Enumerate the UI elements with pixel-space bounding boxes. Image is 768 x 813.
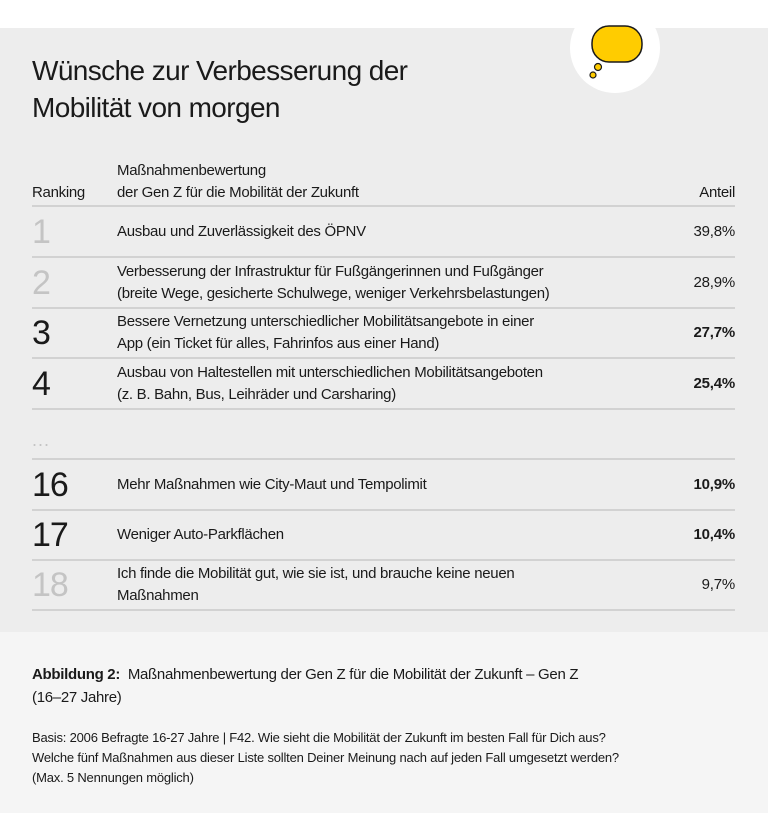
share-value: 39,8%: [693, 223, 735, 240]
caption-text2: (16–27 Jahre): [32, 689, 122, 706]
measure-lines: Ich finde die Mobilität gut, wie sie ist…: [117, 563, 515, 607]
share-value: 10,4%: [693, 526, 735, 543]
measure-line: (breite Wege, gesicherte Schulwege, weni…: [117, 285, 550, 302]
rank-number: 3: [32, 314, 51, 352]
table-row: 16 Mehr Maßnahmen wie City-Maut und Tempo…: [32, 460, 735, 510]
rule-header: [32, 205, 735, 207]
header-ranking: Ranking: [32, 184, 85, 201]
caption-label: Abbildung 2:: [32, 666, 121, 683]
measure-line: (z. B. Bahn, Bus, Leihräder und Carshari…: [117, 386, 396, 403]
measure-lines: Bessere Vernetzung unterschiedlicher Mob…: [117, 311, 534, 355]
measure-text: Ausbau und Zuverlässigkeit des ÖPNV: [117, 207, 677, 257]
share-value: 28,9%: [693, 274, 735, 291]
header-share: Anteil: [699, 184, 735, 201]
measure-line: Ausbau und Zuverlässigkeit des ÖPNV: [117, 223, 366, 240]
measure-line: Mehr Maßnahmen wie City-Maut und Tempoli…: [117, 476, 427, 493]
rank-number: 1: [32, 213, 51, 251]
thought-bubble-icon: [589, 25, 643, 79]
row-divider: [32, 256, 735, 258]
measure-line: Bessere Vernetzung unterschiedlicher Mob…: [117, 313, 534, 330]
rank-number: 18: [32, 566, 69, 604]
table-row: 4 Ausbau von Haltestellen mit unterschied…: [32, 359, 735, 409]
ellipsis: ...: [32, 430, 51, 450]
measure-lines: Ausbau von Haltestellen mit unterschiedl…: [117, 362, 543, 406]
measure-text: Mehr Maßnahmen wie City-Maut und Tempoli…: [117, 460, 677, 510]
figure-panel: [0, 28, 768, 632]
rank-number: 4: [32, 365, 51, 403]
basis-note: Basis: 2006 Befragte 16-27 Jahre | F42. …: [32, 730, 619, 785]
measure-line: Maßnahmen: [117, 587, 199, 604]
measure-text: Ich finde die Mobilität gut, wie sie ist…: [117, 560, 677, 610]
rank-number: 16: [32, 466, 69, 504]
row-divider: [32, 609, 735, 611]
measure-line: Ausbau von Haltestellen mit unterschiedl…: [117, 364, 543, 381]
row-divider: [32, 408, 735, 410]
measure-text: Weniger Auto-Parkflächen: [117, 510, 677, 560]
rank-number: 2: [32, 264, 51, 302]
measure-line: Verbesserung der Infrastruktur für Fußgä…: [117, 263, 544, 280]
share-value: 10,9%: [693, 476, 735, 493]
table-row: 17 Weniger Auto-Parkflächen 10,4%: [32, 510, 735, 560]
measure-line: App (ein Ticket für alles, Fahrinfos aus…: [117, 335, 440, 352]
share-value: 25,4%: [693, 375, 735, 392]
caption-text: Maßnahmenbewertung der Gen Z für die Mob…: [127, 666, 579, 683]
measure-lines: Mehr Maßnahmen wie City-Maut und Tempoli…: [117, 474, 427, 496]
measure-lines: Weniger Auto-Parkflächen: [117, 524, 284, 546]
share-value: 27,7%: [693, 324, 735, 341]
row-divider: [32, 357, 735, 359]
table-row: 3 Bessere Vernetzung unterschiedlicher Mo…: [32, 308, 735, 358]
table-row: 18 Ich finde die Mobilität gut, wie sie i…: [32, 560, 735, 610]
icon-badge: [570, 3, 660, 93]
measure-line: Ich finde die Mobilität gut, wie sie ist…: [117, 565, 515, 582]
figure-caption: Abbildung 2: Maßnahmenbewertung der Gen …: [32, 663, 732, 709]
measure-line: Weniger Auto-Parkflächen: [117, 526, 284, 543]
header-measure: Maßnahmenbewertung der Gen Z für die Mob…: [117, 162, 359, 201]
measure-text: Verbesserung der Infrastruktur für Fußgä…: [117, 258, 677, 308]
row-divider: [32, 559, 735, 561]
row-divider: [32, 509, 735, 511]
measure-lines: Verbesserung der Infrastruktur für Fußgä…: [117, 261, 550, 305]
table-row: 2 Verbesserung der Infrastruktur für Fußg…: [32, 258, 735, 308]
table-row: 1 Ausbau und Zuverlässigkeit des ÖPNV 39,8…: [32, 207, 735, 257]
rule-ellipsis: [32, 458, 735, 460]
measure-text: Bessere Vernetzung unterschiedlicher Mob…: [117, 308, 677, 358]
rank-number: 17: [32, 516, 69, 554]
measure-lines: Ausbau und Zuverlässigkeit des ÖPNV: [117, 221, 366, 243]
share-value: 9,7%: [701, 576, 736, 593]
measure-text: Ausbau von Haltestellen mit unterschiedl…: [117, 359, 677, 409]
caption-area: [0, 632, 768, 813]
page-title: Wünsche zur Verbesserung der Mobilität v…: [32, 55, 408, 123]
row-divider: [32, 307, 735, 309]
